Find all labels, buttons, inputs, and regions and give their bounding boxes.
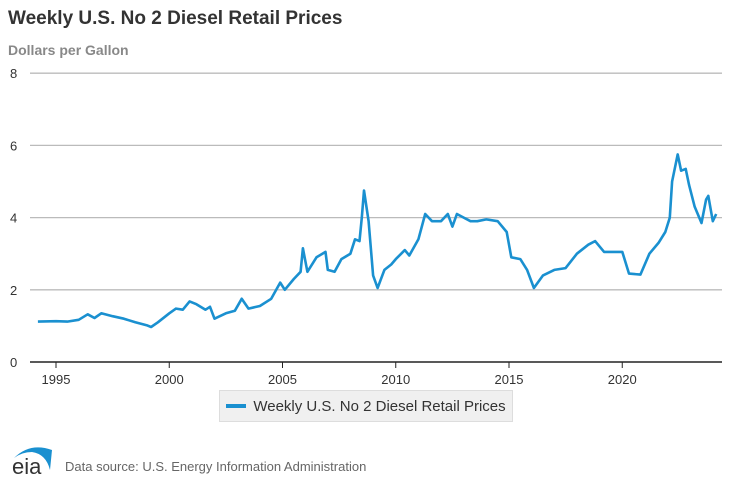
x-tick-label: 2000 (155, 372, 184, 387)
data-source: Data source: U.S. Energy Information Adm… (65, 459, 367, 474)
x-tick-label: 1995 (42, 372, 71, 387)
x-tick-label: 2015 (495, 372, 524, 387)
legend-label: Weekly U.S. No 2 Diesel Retail Prices (253, 397, 506, 415)
y-tick-label: 0 (10, 355, 17, 370)
chart-title: Weekly U.S. No 2 Diesel Retail Prices (8, 8, 343, 29)
eia-logo: eia (12, 447, 52, 476)
y-tick-label: 2 (10, 283, 17, 298)
y-tick-label: 8 (10, 66, 17, 81)
legend-swatch (226, 404, 247, 408)
x-tick-label: 2020 (608, 372, 637, 387)
legend[interactable]: Weekly U.S. No 2 Diesel Retail Prices (219, 390, 513, 422)
series-line (37, 153, 718, 329)
x-tick-label: 2010 (381, 372, 410, 387)
x-tick-label: 2005 (268, 372, 297, 387)
svg-text:eia: eia (12, 454, 42, 476)
y-axis-label: Dollars per Gallon (8, 42, 129, 58)
y-tick-label: 6 (10, 138, 17, 153)
y-tick-label: 4 (10, 211, 17, 226)
